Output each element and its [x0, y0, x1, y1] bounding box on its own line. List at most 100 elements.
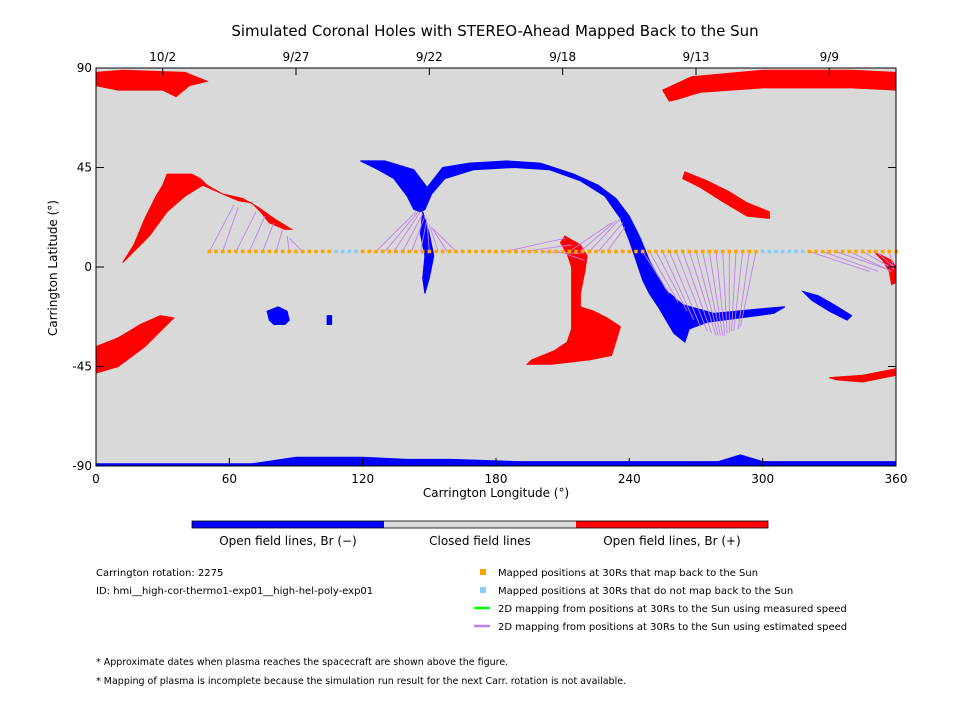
legend-label-2: 2D mapping from positions at 30Rs to the…: [498, 604, 847, 615]
y-tick-label--90: -90: [72, 459, 92, 473]
mapping-line-2: [235, 211, 257, 252]
top-date-label-3: 9/18: [549, 50, 576, 64]
mapped-point-78: [754, 249, 758, 254]
mapped-point-40: [500, 249, 505, 254]
mapping-line-38: [715, 251, 726, 336]
mapped-point-34: [460, 249, 465, 254]
mapping-line-37: [708, 251, 724, 336]
mapped-point-25: [400, 249, 405, 254]
mapping-line-7: [289, 237, 303, 252]
mapped-point-67: [680, 249, 685, 254]
mapping-line-14: [426, 222, 430, 252]
mapped-point-27: [414, 249, 418, 254]
mapped-point-41: [507, 249, 512, 254]
mapping-line-49: [862, 251, 895, 270]
mapped-point-87: [860, 249, 865, 254]
unmapped-point-4: [760, 249, 765, 254]
run-info: Carrington rotation: 2275 ID: hmi__high-…: [96, 568, 373, 597]
mapped-point-73: [720, 249, 725, 254]
mapping-line-28: [648, 251, 679, 303]
legend-label-1: Mapped positions at 30Rs that do not map…: [498, 586, 793, 597]
mapping-line-11: [402, 213, 424, 252]
mapped-point-47: [547, 249, 552, 254]
mapped-point-30: [434, 249, 438, 254]
colorbar-label-1: Closed field lines: [429, 534, 531, 548]
run-id-text: ID: hmi__high-cor-thermo1-exp01__high-he…: [96, 586, 373, 597]
x-tick-label-240: 240: [618, 472, 641, 486]
mapped-point-63: [654, 249, 658, 254]
mapped-point-38: [487, 249, 492, 254]
mapped-point-4: [234, 249, 238, 254]
footnote-1: * Approximate dates when plasma reaches …: [96, 657, 508, 668]
mapping-line-9: [384, 211, 419, 252]
mapping-line-39: [722, 251, 728, 334]
mapped-point-15: [307, 249, 312, 254]
legend: Mapped positions at 30Rs that map back t…: [474, 568, 847, 633]
mapping-line-26: [606, 226, 626, 252]
mapped-point-81: [820, 249, 825, 254]
mapped-point-19: [360, 249, 365, 254]
x-tick-label-0: 0: [92, 472, 100, 486]
colorbar-label-2: Open field lines, Br (+): [603, 534, 741, 548]
mapped-point-85: [847, 249, 852, 254]
mapped-point-18: [327, 249, 332, 254]
mapped-point-32: [447, 249, 452, 254]
mapped-point-3: [227, 249, 232, 254]
mapping-line-46: [822, 251, 879, 272]
mapped-point-49: [560, 249, 565, 254]
mapped-point-36: [474, 249, 478, 254]
y-axis-label: Carrington Latitude (°): [46, 200, 60, 336]
mapped-point-9: [267, 249, 272, 254]
mapping-line-22: [569, 222, 612, 252]
mapped-point-83: [834, 249, 838, 254]
mapped-point-12: [287, 249, 292, 254]
mapped-point-82: [827, 249, 832, 254]
top-date-label-0: 10/2: [149, 50, 176, 64]
top-date-label-4: 9/13: [683, 50, 710, 64]
mapped-point-10: [274, 249, 278, 254]
positive-open-region-5: [95, 315, 175, 374]
mapped-point-14: [300, 249, 305, 254]
mapping-line-17: [433, 229, 457, 252]
mapped-point-74: [727, 249, 732, 254]
plot-background: [96, 68, 896, 466]
mapping-line-3: [248, 215, 266, 252]
mapping-line-15: [428, 224, 439, 252]
y-axis-ticks: -90 -45 0 45 90: [72, 61, 896, 473]
unmapped-point-3: [354, 249, 358, 254]
colorbar-segment-1: [384, 521, 576, 528]
positive-open-region-4: [525, 235, 621, 365]
mapping-line-34: [688, 251, 717, 336]
legend-symbol-1: [480, 587, 486, 593]
mapped-point-17: [320, 249, 325, 254]
mapped-point-24: [394, 249, 398, 254]
positive-open-region-3: [682, 171, 770, 219]
mapping-line-29: [655, 251, 688, 312]
x-tick-label-120: 120: [351, 472, 374, 486]
unmapped-point-6: [774, 249, 778, 254]
mapping-line-4: [262, 222, 275, 252]
mapped-point-45: [534, 249, 538, 254]
mapped-point-5: [240, 249, 245, 254]
mapping-line-27: [642, 251, 670, 294]
colorbar-frame: [191, 520, 769, 529]
mapped-point-68: [687, 249, 692, 254]
mapped-point-6: [247, 249, 252, 254]
legend-label-3: 2D mapping from positions at 30Rs to the…: [498, 622, 847, 633]
mapping-line-8: [375, 211, 417, 252]
top-date-label-1: 9/27: [283, 50, 310, 64]
positive-open-region-7: [873, 251, 897, 286]
mapped-point-0: [207, 249, 212, 254]
mapped-point-60: [634, 249, 638, 254]
mapping-line-12: [411, 215, 426, 252]
unmapped-point-0: [334, 249, 338, 254]
mapping-line-48: [849, 251, 892, 272]
mapped-point-59: [627, 249, 632, 254]
mapped-point-42: [514, 249, 518, 254]
unmapped-point-8: [787, 249, 792, 254]
mapped-point-46: [540, 249, 545, 254]
mapping-line-13: [420, 218, 428, 252]
mapping-line-18: [504, 237, 565, 252]
mapped-point-53: [587, 249, 592, 254]
